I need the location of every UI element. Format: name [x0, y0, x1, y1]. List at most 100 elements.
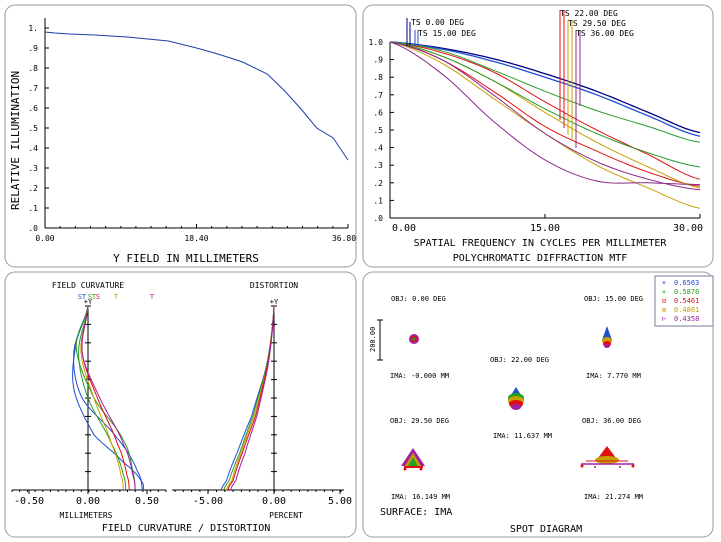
wavelength-value: 0.5876 — [674, 288, 699, 296]
ri-ylabel: RELATIVE ILLUMINATION — [9, 71, 22, 210]
wavelength-symbol: + — [662, 279, 666, 287]
fc-series-line — [80, 305, 124, 491]
spot-scale-label: 200.00 — [369, 327, 377, 352]
mtf-y-tick-label: 1.0 — [369, 38, 384, 47]
ri-x-tick-label: 0.00 — [35, 234, 54, 243]
dist-x-tick-label: -5.00 — [193, 496, 223, 507]
mtf-y-tick-label: .5 — [373, 126, 383, 135]
ri-y-tick-label: .5 — [28, 124, 38, 133]
spot-0 — [409, 334, 419, 344]
spot-diagram: +0.6563 × 0.5876 ⊡ 0.5461 ⊠ 0.4861 ⊢ 0.4358 200.… — [369, 275, 714, 535]
fc-x-tick-label: -0.50 — [14, 496, 44, 507]
mtf-series-line — [389, 41, 701, 168]
fc-curve-label: S — [96, 293, 100, 301]
fc-x-tick-label: 0.50 — [135, 496, 159, 507]
fc-series-line — [73, 305, 143, 491]
spot-field-1-ima: IMA: 7.770 MM — [586, 372, 641, 380]
ri-x-tick-label: 36.80 — [332, 234, 356, 243]
dist-x-tick-label: 5.00 — [328, 496, 352, 507]
spot-field-4-obj: OBJ: 36.00 DEG — [582, 417, 641, 425]
spot-field-0-obj: OBJ: 0.00 DEG — [391, 295, 446, 303]
dist-y-label: +Y — [270, 298, 279, 306]
wavelength-legend: +0.6563 × 0.5876 ⊡ 0.5461 ⊠ 0.4861 ⊢ 0.4358 — [654, 275, 714, 327]
ri-y-tick-label: .1 — [28, 204, 38, 213]
mtf-x-tick-label: 15.00 — [530, 223, 560, 234]
ri-x-tick-label: 18.40 — [184, 234, 208, 243]
mtf-chart: .0 .1 .2 .3 .4 .5 .6 .7 .8 .9 1.0 0.00 15.00 30.00 T… — [369, 9, 704, 264]
fc-curve-label: T — [82, 293, 87, 301]
dist-unit: PERCENT — [269, 511, 303, 520]
spot-field-4-ima: IMA: 21.274 MM — [584, 493, 643, 501]
panel-field-curvature — [4, 271, 357, 538]
wavelength-symbol: × — [662, 288, 666, 296]
panel-relative-illumination — [4, 4, 357, 268]
wavelength-value: 0.6563 — [674, 279, 699, 287]
relative-illumination-chart: .0 .1 .2 .3 .4 .5 .6 .7 .8 .9 1. 0.00 18.40 36.80 RE… — [9, 18, 356, 265]
mtf-legend-label: TS 0.00 DEG — [411, 18, 464, 27]
ri-y-tick-label: 1. — [28, 24, 38, 33]
fc-curve-label: T — [150, 293, 155, 301]
spot-4 — [580, 446, 635, 468]
ri-y-tick-label: .0 — [28, 224, 38, 233]
mtf-legend-label: TS 36.00 DEG — [576, 29, 634, 38]
mtf-x-tick-label: 0.00 — [392, 223, 416, 234]
mtf-legend-label: TS 22.00 DEG — [560, 9, 618, 18]
fc-y-label: +Y — [84, 298, 93, 306]
mtf-y-tick-label: .6 — [373, 108, 383, 117]
fc-series-line — [78, 305, 127, 491]
spot-field-3-obj: OBJ: 29.50 DEG — [390, 417, 449, 425]
ri-y-tick-label: .7 — [28, 84, 38, 93]
fc-title: FIELD CURVATURE — [52, 281, 124, 290]
mtf-y-tick-label: .0 — [373, 214, 383, 223]
wavelength-symbol: ⊡ — [662, 297, 666, 305]
fc-curve-label: T — [114, 293, 119, 301]
mtf-legend-label: TS 29.50 DEG — [568, 19, 626, 28]
fc-curve-label: S — [78, 293, 82, 301]
spot-surface-label: SURFACE: IMA — [380, 507, 452, 518]
mtf-y-tick-label: .7 — [373, 91, 383, 100]
mtf-title: POLYCHROMATIC DIFFRACTION MTF — [453, 253, 628, 264]
mtf-legend-label: TS 15.00 DEG — [418, 29, 476, 38]
ri-y-tick-label: .3 — [28, 164, 38, 173]
spot-field-1-obj: OBJ: 15.00 DEG — [584, 295, 643, 303]
mtf-y-tick-label: .1 — [373, 196, 383, 205]
ri-y-tick-label: .6 — [28, 104, 38, 113]
dist-series-line — [229, 305, 275, 491]
ri-y-tick-label: .4 — [28, 144, 38, 153]
wavelength-value: 0.5461 — [674, 297, 699, 305]
mtf-y-tick-label: .9 — [373, 56, 383, 65]
wavelength-symbol: ⊠ — [662, 306, 666, 314]
spot-title: SPOT DIAGRAM — [510, 524, 582, 535]
spot-3 — [401, 448, 425, 471]
spot-field-2-obj: OBJ: 22.00 DEG — [490, 356, 549, 364]
mtf-series-line — [389, 41, 701, 137]
wavelength-value: 0.4861 — [674, 306, 699, 314]
mtf-y-tick-label: .3 — [373, 161, 383, 170]
fc-x-tick-label: 0.00 — [76, 496, 100, 507]
spot-field-0-ima: IMA: -0.000 MM — [390, 372, 449, 380]
wavelength-symbol: ⊢ — [662, 315, 666, 323]
dist-x-tick-label: 0.00 — [262, 496, 286, 507]
panel-mtf — [362, 4, 714, 268]
fc-caption: FIELD CURVATURE / DISTORTION — [102, 523, 271, 534]
ri-y-tick-label: .9 — [28, 44, 38, 53]
ri-series-line — [44, 31, 349, 161]
mtf-series-line — [389, 41, 701, 186]
spot-1 — [602, 326, 612, 348]
ri-y-tick-label: .8 — [28, 64, 38, 73]
fc-curve-label: S — [88, 293, 92, 301]
dist-title: DISTORTION — [250, 281, 298, 290]
spot-2 — [508, 387, 524, 410]
ri-y-tick-label: .2 — [28, 184, 38, 193]
mtf-x-tick-label: 30.00 — [673, 223, 703, 234]
mtf-y-tick-label: .4 — [373, 144, 383, 153]
mtf-series-line — [389, 41, 701, 180]
panel-spot-diagram — [362, 271, 714, 538]
fc-series-line — [81, 305, 136, 491]
wavelength-value: 0.4358 — [674, 315, 699, 323]
spot-field-3-ima: IMA: 16.149 MM — [391, 493, 450, 501]
mtf-series-line — [389, 41, 701, 143]
mtf-y-tick-label: .8 — [373, 73, 383, 82]
